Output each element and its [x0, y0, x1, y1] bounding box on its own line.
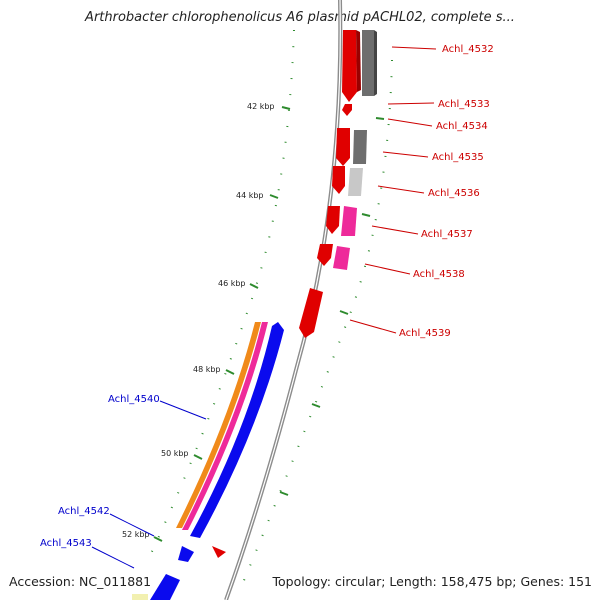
major-tick-46 [249, 283, 259, 289]
gene-achl-4535[interactable] [336, 128, 350, 166]
outer-tick-4 [311, 403, 321, 408]
outer-tick-1 [375, 117, 385, 120]
tick-label-50: 50 kbp [161, 449, 189, 458]
gene-gray-shade [374, 30, 377, 96]
major-tick-48 [225, 369, 235, 375]
leader-achl-4543 [91, 546, 135, 569]
backbone-outer [224, 0, 343, 600]
label-achl-4534[interactable]: Achl_4534 [436, 121, 488, 132]
label-achl-4540[interactable]: Achl_4540 [108, 394, 160, 405]
gene-achl-4536-lightgray[interactable] [348, 168, 363, 196]
gene-achl-4537-red[interactable] [326, 206, 340, 234]
gene-achl-4539[interactable] [299, 288, 323, 338]
gene-achl-4540[interactable] [190, 322, 284, 538]
tick-label-44: 44 kbp [236, 191, 264, 200]
backbone-inner [225, 0, 341, 600]
gene-pink-feature[interactable] [182, 322, 268, 530]
leader-achl-4542 [109, 513, 155, 537]
label-achl-4535[interactable]: Achl_4535 [432, 152, 484, 163]
leader-achl-4533 [387, 102, 435, 105]
leader-achl-4540 [159, 400, 207, 420]
gene-orange-feature[interactable] [176, 322, 261, 528]
gene-achl-4543[interactable] [150, 574, 180, 600]
label-achl-4537[interactable]: Achl_4537 [421, 229, 473, 240]
accession-text: Accession: NC_011881 [9, 574, 152, 589]
gene-achl-4532-shade [356, 30, 361, 92]
gene-achl-4535-gray[interactable] [353, 130, 367, 164]
label-achl-4533[interactable]: Achl_4533 [438, 99, 490, 110]
map-title: Arthrobacter chlorophenolicus A6 plasmid… [85, 10, 515, 25]
label-achl-4532[interactable]: Achl_4532 [442, 44, 494, 55]
major-tick-50 [193, 454, 203, 460]
gene-achl-4538-pink[interactable] [333, 246, 350, 270]
gene-light-yellow[interactable] [132, 594, 148, 600]
gene-achl-4542[interactable] [178, 546, 194, 562]
leader-achl-4532 [391, 46, 437, 50]
label-achl-4539[interactable]: Achl_4539 [399, 328, 451, 339]
topology-summary: Topology: circular; Length: 158,475 bp; … [272, 574, 593, 589]
outer-tick-5 [279, 491, 289, 496]
leader-achl-4537 [371, 225, 419, 235]
tick-label-52: 52 kbp [122, 530, 150, 539]
label-achl-4542[interactable]: Achl_4542 [58, 506, 110, 517]
tick-label-48: 48 kbp [193, 365, 221, 374]
label-achl-4538[interactable]: Achl_4538 [413, 269, 465, 280]
gene-achl-4537-pink[interactable] [341, 206, 357, 236]
outer-tick-3 [339, 310, 349, 315]
tick-label-42: 42 kbp [247, 102, 275, 111]
leader-achl-4538 [364, 263, 411, 275]
leader-achl-4539 [349, 319, 397, 334]
major-tick-42 [281, 106, 291, 110]
leader-achl-4534 [387, 118, 433, 127]
leader-achl-4535 [382, 151, 429, 158]
tick-label-46: 46 kbp [218, 279, 246, 288]
gene-achl-4532[interactable] [342, 30, 357, 102]
gene-achl-4536[interactable] [332, 166, 345, 194]
major-tick-52 [153, 536, 163, 542]
leader-achl-4536 [377, 185, 425, 194]
gene-achl-4538-red[interactable] [317, 244, 333, 266]
gene-red-small[interactable] [212, 546, 226, 558]
label-achl-4536[interactable]: Achl_4536 [428, 188, 480, 199]
major-tick-44 [269, 194, 279, 199]
outer-tick-2 [361, 213, 371, 217]
label-achl-4543[interactable]: Achl_4543 [40, 538, 92, 549]
gene-achl-4533[interactable] [342, 104, 352, 116]
gene-achl-4534-gray[interactable] [362, 30, 374, 96]
